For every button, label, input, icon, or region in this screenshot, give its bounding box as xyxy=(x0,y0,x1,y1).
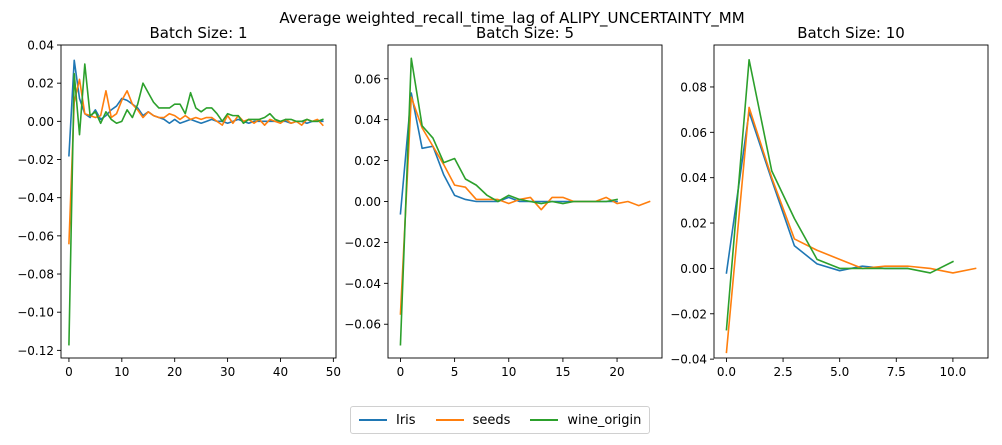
x-tick-label: 10 xyxy=(114,365,129,379)
x-tick-label: 10 xyxy=(501,365,516,379)
x-tick-label: 2.5 xyxy=(774,365,793,379)
y-tick-label: 0.04 xyxy=(27,39,54,53)
y-tick-label: −0.06 xyxy=(17,229,54,243)
y-tick-label: 0.00 xyxy=(680,262,707,276)
figure-suptitle: Average weighted_recall_time_lag of ALIP… xyxy=(279,9,744,28)
y-tick-label: −0.04 xyxy=(344,277,381,291)
x-tick-label: 0 xyxy=(65,365,73,379)
subplot-3: Batch Size: 10 0.0 2.5 5.0 7.5 10.0 −0.04 −0.02… xyxy=(670,24,989,379)
x-tick-label: 20 xyxy=(167,365,182,379)
series-line-wine_origin xyxy=(68,63,324,346)
x-tick-label: 20 xyxy=(609,365,624,379)
legend-label: seeds xyxy=(472,412,511,428)
legend-entry-wine_origin: wine_origin xyxy=(530,413,641,428)
x-tick-label: 10.0 xyxy=(940,365,967,379)
y-tick-label: 0.06 xyxy=(680,126,707,140)
subplots: Batch Size: 10 10 20 30 40 50−0.12−0.10−0.08−… xyxy=(17,24,989,379)
y-tick-label: 0.06 xyxy=(354,72,381,86)
series-line-wine_origin xyxy=(725,58,954,331)
y-tick-label: 0.02 xyxy=(27,77,54,91)
legend: Iris seeds wine_origin xyxy=(350,406,651,434)
legend-swatch xyxy=(530,419,559,421)
y-tick-label: 0.04 xyxy=(354,113,381,127)
series-line-Iris xyxy=(725,111,909,274)
y-tick-label: −0.08 xyxy=(17,268,54,282)
legend-swatch xyxy=(359,419,387,421)
x-tick-label: 50 xyxy=(326,365,341,379)
series-line-seeds xyxy=(725,106,977,354)
subplot-title: Batch Size: 10 xyxy=(797,24,905,42)
legend-label: wine_origin xyxy=(567,412,642,428)
y-tick-label: −0.02 xyxy=(17,153,54,167)
y-tick-label: −0.12 xyxy=(17,344,54,358)
legend-label: Iris xyxy=(396,412,416,428)
x-tick-label: 40 xyxy=(273,365,288,379)
y-tick-label: −0.02 xyxy=(344,236,381,250)
subplot-2: Batch Size: 5 0 5 10 15 20 −0.06 −0.04 −0.02 0.00… xyxy=(344,24,663,379)
series-line-seeds xyxy=(399,96,651,315)
x-tick-label: 30 xyxy=(220,365,235,379)
y-tick-label: −0.06 xyxy=(344,318,381,332)
legend-entry-Iris: Iris xyxy=(359,413,416,428)
y-tick-label: 0.02 xyxy=(680,217,707,231)
subplot-title: Batch Size: 1 xyxy=(149,24,247,42)
y-tick-label: 0.00 xyxy=(27,115,54,129)
series-group xyxy=(399,57,651,346)
y-tick-label: 0.00 xyxy=(354,195,381,209)
subplot-1: Batch Size: 1 0 10 20 30 40 50 −0.12 −0.10 −0.08 −… xyxy=(17,24,341,379)
y-tick-label: −0.04 xyxy=(670,353,707,367)
y-tick-label: −0.02 xyxy=(670,307,707,321)
legend-entry-seeds: seeds xyxy=(435,412,511,428)
x-tick-label: 7.5 xyxy=(887,365,906,379)
series-line-seeds xyxy=(68,78,324,245)
y-tick-label: 0.04 xyxy=(680,171,707,185)
axes-frame xyxy=(713,44,989,359)
x-tick-label: 0.0 xyxy=(717,365,736,379)
series-group xyxy=(725,58,977,354)
y-tick-label: 0.02 xyxy=(354,154,381,168)
y-tick-label: 0.08 xyxy=(680,80,707,94)
legend-swatch xyxy=(435,419,464,421)
series-line-wine_origin xyxy=(399,57,618,346)
x-tick-label: 5 xyxy=(451,365,459,379)
subplot-title: Batch Size: 5 xyxy=(476,24,574,42)
series-group xyxy=(68,59,324,346)
x-tick-label: 15 xyxy=(555,365,570,379)
axes-frame xyxy=(60,44,337,359)
x-tick-label: 0 xyxy=(397,365,405,379)
y-tick-label: −0.04 xyxy=(17,191,54,205)
x-tick-label: 5.0 xyxy=(830,365,849,379)
y-tick-label: −0.10 xyxy=(17,306,54,320)
